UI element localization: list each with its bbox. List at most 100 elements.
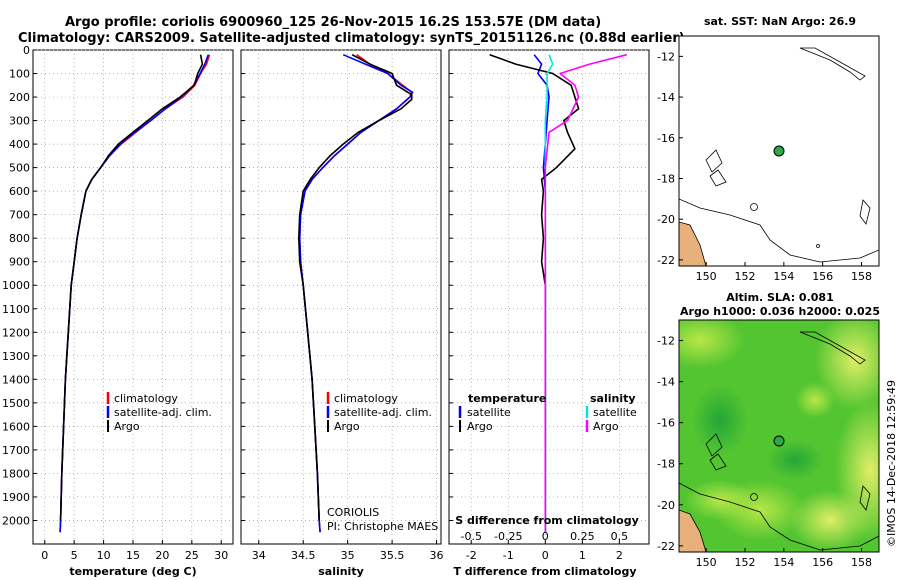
legend-label-t-satellite: satellite (467, 406, 511, 419)
argo-location-marker (773, 145, 785, 157)
reef (709, 169, 727, 187)
xtick-label: 34 (252, 549, 266, 562)
map-xtick-label: 156 (812, 556, 833, 569)
xtick-top-label: 0 (542, 530, 549, 543)
legend-title-temperature: temperature (468, 392, 546, 405)
xtick-label: 0 (41, 549, 48, 562)
reef (709, 453, 727, 471)
series-line-satellite-adj-clim- (59, 54, 210, 533)
temperature-plot: 0 5 10 15 20 25 300100200300400500600700800900… (2, 44, 233, 562)
xtick-top-label: -0.25 (494, 530, 522, 543)
bathymetry-contour (679, 198, 879, 263)
imos-watermark: ©IMOS 14-Dec-2018 12:59:49 (885, 380, 898, 547)
map-ytick-label: -14 (657, 376, 675, 389)
xtick-label: 1 (579, 549, 586, 562)
map-ytick-label: -18 (657, 458, 675, 471)
pi-annotation: PI: Christophe MAES (327, 520, 438, 533)
map-ytick-label: -16 (657, 417, 675, 430)
sla-map-title-line2: Argo h1000: 0.036 h2000: 0.025 (680, 305, 880, 318)
series-line-t-satellite (533, 54, 550, 533)
salinity-xlabel: salinity (318, 565, 364, 578)
xtick-label: 2 (616, 549, 623, 562)
ytick-label: 1600 (2, 420, 30, 433)
legend-title-salinity: salinity (590, 392, 636, 405)
xtick-top-label: -0.5 (460, 530, 481, 543)
ytick-label: 200 (9, 91, 30, 104)
xtick-label: 10 (97, 549, 111, 562)
map-ytick-label: -22 (657, 254, 675, 267)
reef (750, 493, 758, 501)
sst-map-title: sat. SST: NaN Argo: 26.9 (704, 15, 856, 28)
legend-label-satellite: satellite-adj. clim. (114, 406, 212, 419)
temperature-panel-frame (32, 49, 234, 545)
map-xtick-label: 158 (851, 556, 872, 569)
difference-xlabel: T difference from climatology (453, 565, 636, 578)
sla-map-area (679, 320, 879, 552)
legend-label-s-satellite: satellite (593, 406, 637, 419)
series-line-s-argo (544, 53, 627, 533)
bathymetry-contour (679, 482, 879, 551)
ytick-label: 1700 (2, 444, 30, 457)
xtick-label: 36 (430, 549, 444, 562)
ytick-label: 900 (9, 256, 30, 269)
legend-label-argo: Argo (334, 420, 360, 433)
xtick-label: 30 (214, 549, 228, 562)
series-line-argo (297, 53, 413, 521)
ytick-label: 1000 (2, 279, 30, 292)
australia-coast (679, 509, 707, 552)
map-ytick-label: -16 (657, 132, 675, 145)
difference-panel-frame (448, 49, 650, 545)
series-line-t-argo (489, 53, 580, 533)
legend-label-t-argo: Argo (467, 420, 493, 433)
difference-top-xlabel: S difference from climatology (455, 514, 639, 527)
ytick-label: 1500 (2, 397, 30, 410)
ytick-label: 600 (9, 185, 30, 198)
ytick-label: 100 (9, 68, 30, 81)
data-center-annotation: CORIOLIS (327, 506, 379, 519)
ytick-label: 1300 (2, 350, 30, 363)
salinity-panel-frame (240, 49, 442, 545)
difference-plot: -2 -1 0 1 2 -0.5 -0.25 0 0.25 0.5 (449, 49, 649, 562)
reef (705, 433, 723, 457)
ytick-label: 0 (23, 44, 30, 57)
map-ytick-label: -20 (657, 499, 675, 512)
map-xtick-label: 158 (851, 270, 872, 283)
sla-map-title-line1: Altim. SLA: 0.081 (726, 291, 833, 304)
ytick-label: 500 (9, 162, 30, 175)
series-line-argo (59, 54, 204, 521)
xtick-label: 25 (185, 549, 199, 562)
figure-title-line1: Argo profile: coriolis 6900960_125 26-No… (65, 15, 601, 30)
legend-label-climatology: climatology (334, 392, 398, 405)
legend-label-s-argo: Argo (593, 420, 619, 433)
ytick-label: 700 (9, 209, 30, 222)
xtick-top-label: 0.5 (611, 530, 629, 543)
xtick-label: 15 (126, 549, 140, 562)
reef (859, 485, 871, 511)
reef (816, 244, 820, 248)
salinity-legend: climatology satellite-adj. clim. Argo (326, 392, 432, 433)
temperature-legend: climatology satellite-adj. clim. Argo (106, 392, 212, 433)
map-ytick-label: -20 (657, 213, 675, 226)
map-xtick-label: 156 (812, 270, 833, 283)
reef (859, 199, 871, 225)
island (799, 331, 866, 365)
sst-map-ticks: 150 152 154 156 158 -12 -14 -16 -18 -20 -22 (657, 50, 872, 283)
xtick-label: 0 (542, 549, 549, 562)
map-xtick-label: 154 (773, 270, 794, 283)
ytick-label: 1800 (2, 467, 30, 480)
australia-coast (679, 221, 707, 266)
series-line-climatology (59, 54, 211, 533)
ytick-label: 800 (9, 232, 30, 245)
sla-map-frame (678, 319, 880, 553)
sst-map-frame (678, 35, 880, 267)
xtick-label: 35.5 (380, 549, 405, 562)
legend-label-climatology: climatology (114, 392, 178, 405)
map-xtick-label: 152 (735, 270, 756, 283)
ytick-label: 300 (9, 115, 30, 128)
map-ytick-label: -18 (657, 172, 675, 185)
map-ytick-label: -12 (657, 50, 675, 63)
map-xtick-label: 150 (696, 556, 717, 569)
xtick-label: 20 (155, 549, 169, 562)
legend-label-satellite: satellite-adj. clim. (334, 406, 432, 419)
